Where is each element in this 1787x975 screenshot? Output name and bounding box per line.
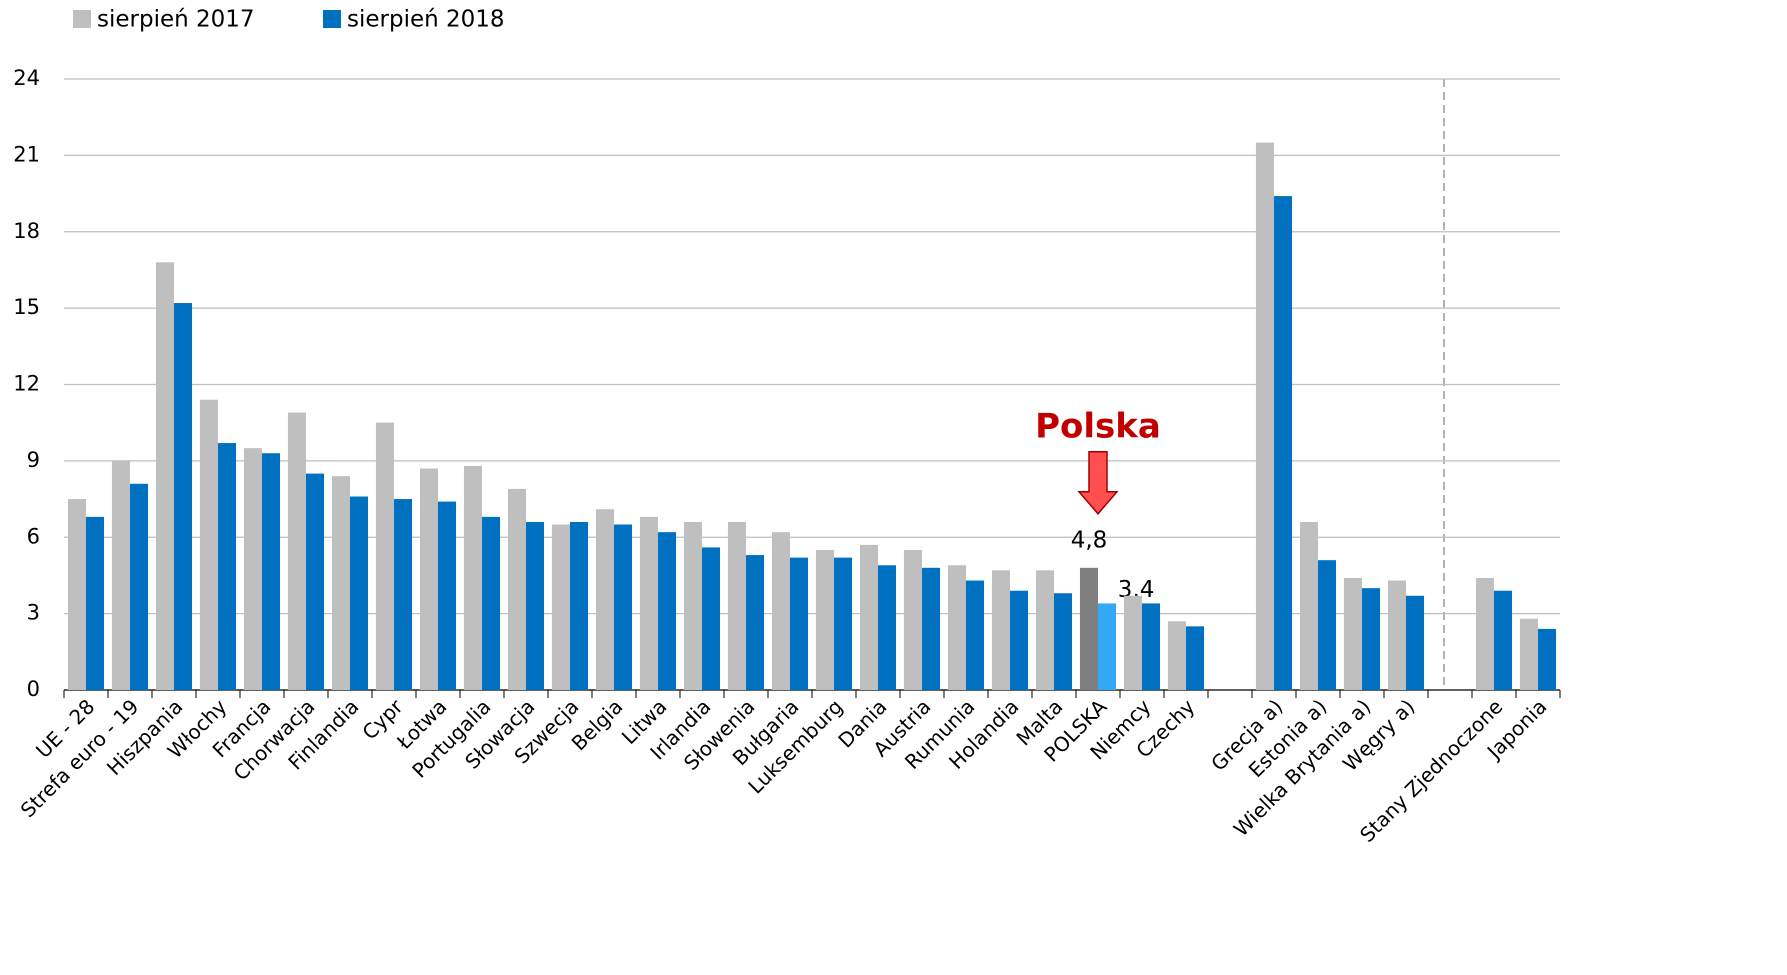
y-tick-label: 0 xyxy=(27,677,40,701)
bar xyxy=(463,465,482,690)
bar xyxy=(922,567,941,690)
bar xyxy=(614,524,633,690)
y-tick-label: 18 xyxy=(13,219,40,243)
bar xyxy=(903,549,922,690)
y-tick-label: 3 xyxy=(27,601,40,625)
bar xyxy=(658,532,677,690)
bar xyxy=(702,547,721,690)
bar xyxy=(1142,603,1161,690)
bar xyxy=(878,565,897,690)
bar xyxy=(394,499,413,690)
bar xyxy=(1167,621,1186,690)
bar xyxy=(526,521,545,690)
bar xyxy=(1054,593,1073,690)
bar xyxy=(947,565,966,690)
bar xyxy=(86,516,105,690)
bar xyxy=(727,521,746,690)
bar xyxy=(130,483,149,690)
bar xyxy=(155,262,174,690)
bar xyxy=(639,516,658,690)
bar xyxy=(350,496,369,690)
bar xyxy=(790,557,809,690)
bar xyxy=(1343,577,1362,690)
bar xyxy=(287,412,306,690)
bar xyxy=(262,453,281,690)
bar xyxy=(1538,628,1557,690)
bar xyxy=(1098,603,1117,690)
bar xyxy=(111,460,130,690)
bar xyxy=(551,524,570,690)
x-tick-label: Belgia xyxy=(567,694,628,755)
bar xyxy=(1274,196,1293,690)
annotation: Polska xyxy=(1035,406,1161,446)
y-tick-label: 6 xyxy=(27,524,40,548)
y-tick-label: 24 xyxy=(13,66,40,90)
bar xyxy=(1010,590,1029,690)
bar xyxy=(859,544,878,690)
bar xyxy=(815,549,834,690)
bar xyxy=(595,509,614,690)
bar xyxy=(966,580,985,690)
bar xyxy=(507,488,526,690)
arrow xyxy=(1077,451,1119,515)
legend-label: sierpień 2017 xyxy=(97,7,255,33)
bar xyxy=(306,473,325,690)
y-tick-label: 15 xyxy=(13,295,40,319)
bar xyxy=(746,555,765,690)
y-tick-label: 12 xyxy=(13,372,40,396)
bar xyxy=(1406,595,1425,690)
bar xyxy=(1494,590,1513,690)
bar xyxy=(991,570,1010,690)
bar xyxy=(1318,560,1337,690)
bar xyxy=(438,501,457,690)
bar xyxy=(174,303,193,690)
data-label: 4,8 xyxy=(1071,527,1108,553)
bar xyxy=(1123,595,1142,690)
bar xyxy=(771,532,790,690)
bar xyxy=(1186,626,1205,690)
bar xyxy=(419,468,438,690)
bar xyxy=(1519,618,1538,690)
bar xyxy=(1079,567,1098,690)
legend-label: sierpień 2018 xyxy=(347,7,505,33)
bar xyxy=(199,399,218,690)
bar xyxy=(243,448,262,690)
bar xyxy=(1475,577,1494,690)
y-tick-label: 21 xyxy=(13,142,40,166)
bar xyxy=(570,521,589,690)
bar xyxy=(331,476,350,690)
legend-swatch xyxy=(73,10,91,28)
bar xyxy=(1035,570,1054,690)
bar xyxy=(67,499,86,690)
bar xyxy=(218,443,237,690)
bar xyxy=(1299,521,1318,690)
x-tick-label: Stany Zjednoczone xyxy=(1355,694,1507,846)
bar xyxy=(482,516,501,690)
legend-swatch xyxy=(323,10,341,28)
bar xyxy=(1387,580,1406,690)
bar xyxy=(1255,142,1274,691)
y-tick-label: 9 xyxy=(27,448,40,472)
bar xyxy=(683,521,702,690)
bar xyxy=(834,557,853,690)
bar xyxy=(375,422,394,690)
bar xyxy=(1362,588,1381,690)
